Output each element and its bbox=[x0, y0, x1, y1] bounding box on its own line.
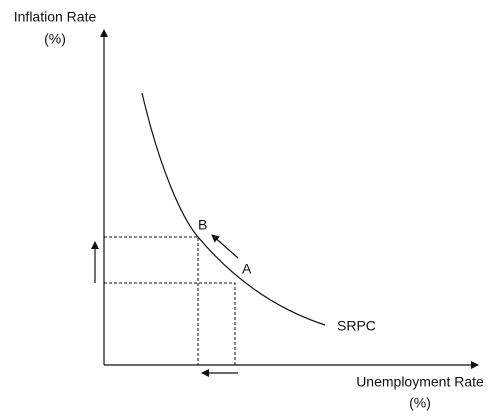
y-axis-label: Inflation Rate bbox=[14, 9, 97, 25]
curve-label: SRPC bbox=[337, 318, 376, 334]
x-axis-unit: (%) bbox=[409, 395, 431, 411]
srpc-curve bbox=[141, 92, 326, 326]
point-label-b: B bbox=[198, 217, 207, 233]
x-axis-label: Unemployment Rate bbox=[356, 374, 484, 390]
movement-arrow bbox=[211, 234, 239, 259]
guide-b bbox=[104, 236, 199, 365]
guide-a bbox=[104, 282, 236, 365]
point-label-a: A bbox=[242, 261, 252, 277]
y-axis-unit: (%) bbox=[44, 31, 66, 47]
